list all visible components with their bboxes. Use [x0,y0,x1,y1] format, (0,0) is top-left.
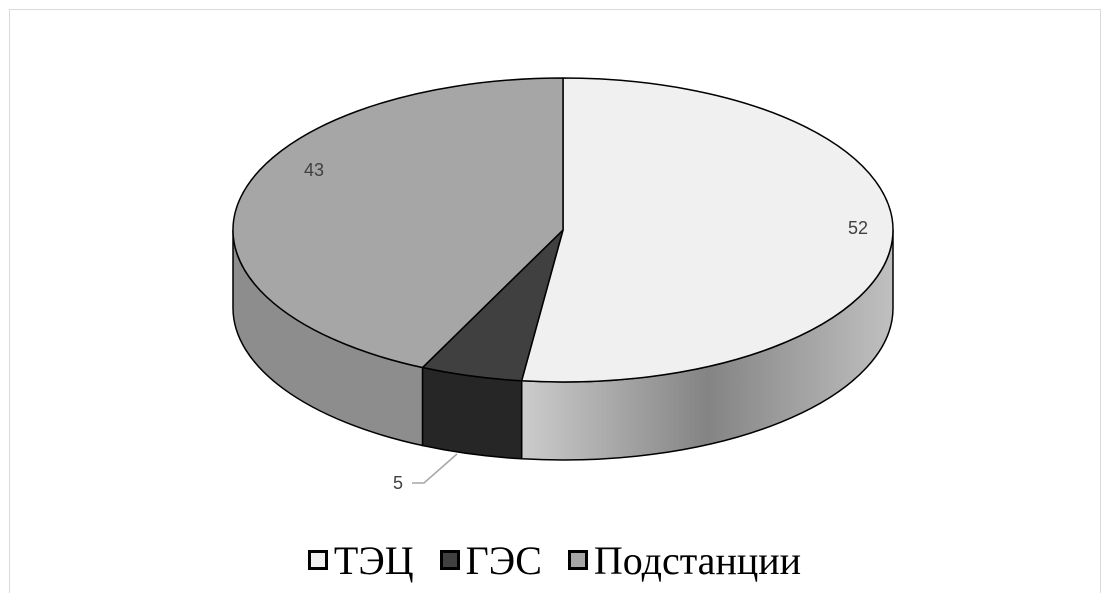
legend-swatch-substations [567,550,588,570]
pie-tops [232,77,894,383]
data-label-substations: 43 [304,160,324,180]
legend-swatch-tec [307,550,328,570]
legend-item-substations: Подстанции [567,537,802,584]
legend-swatch-ges [439,550,460,570]
pie-side-ges [421,366,523,460]
data-label-tec: 52 [848,218,868,238]
legend: ТЭЦ ГЭС Подстанции [0,535,1109,585]
legend-item-ges: ГЭС [439,537,542,584]
leader-line-ges [412,453,458,484]
data-label-ges: 5 [393,473,403,493]
pie-slice-substations [232,77,564,369]
legend-label-ges: ГЭС [465,537,542,583]
pie-sides [232,229,894,461]
pie-slice-tec [520,77,894,383]
legend-label-tec: ТЭЦ [333,537,414,583]
legend-label-substations: Подстанции [593,537,802,583]
legend-item-tec: ТЭЦ [307,537,414,584]
